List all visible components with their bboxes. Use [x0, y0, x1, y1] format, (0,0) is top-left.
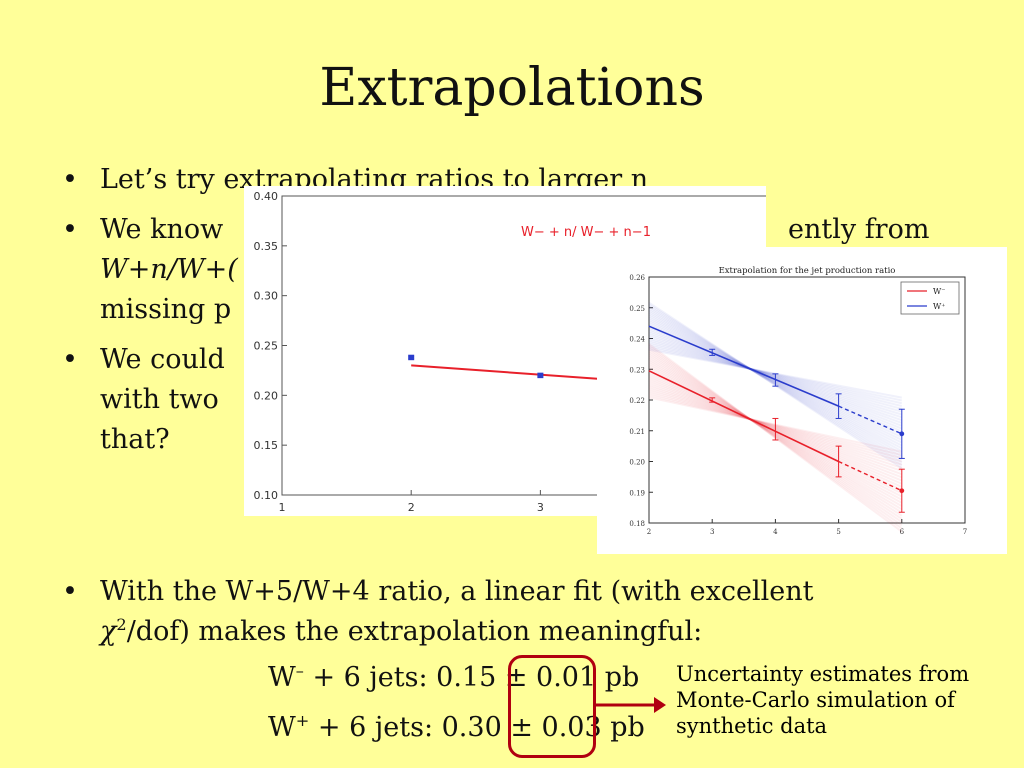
- extrapolation-chart-svg: Extrapolation for the jet production rat…: [629, 266, 967, 536]
- bullet-3: • We could with two that?: [62, 340, 362, 460]
- x-tick-label: 7: [963, 528, 967, 536]
- bullet-dot: •: [62, 214, 78, 245]
- bullet-dot: •: [62, 164, 78, 195]
- y-tick-label: 0.25: [629, 305, 645, 313]
- y-tick-label: 0.20: [629, 459, 645, 467]
- result-w-plus: W+ + 6 jets: 0.30 ± 0.03 pb: [268, 712, 645, 744]
- bullet-2-line-3: missing p: [100, 294, 232, 325]
- note-line-1: Uncertainty estimates from: [676, 662, 970, 686]
- extrapolation-line: [838, 405, 903, 435]
- y-tick-label: 0.19: [629, 489, 645, 497]
- y-tick-label: 0.23: [629, 366, 645, 374]
- w-minus-symbol: W: [268, 662, 296, 693]
- legend-entry: W− + n/ W− + n−1: [521, 225, 651, 240]
- bullet-2-line-1-tail: ently from: [788, 214, 930, 245]
- w-plus-sup: +: [295, 711, 310, 730]
- slide-title: Extrapolations: [319, 58, 705, 118]
- y-tick-label: 0.26: [629, 274, 645, 282]
- extrapolation-line: [838, 460, 903, 492]
- chart-title: Extrapolation for the jet production rat…: [719, 266, 896, 276]
- chi-superscript: 2: [116, 615, 127, 634]
- x-tick-label: 6: [900, 528, 905, 536]
- y-tick-label: 0.10: [254, 489, 279, 502]
- bullet-2-line-2: W+n/W+(: [100, 254, 238, 285]
- legend-entry: W⁻: [933, 287, 945, 296]
- arrow-icon: [596, 697, 666, 713]
- y-tick-label: 0.21: [629, 428, 645, 436]
- note-line-3: synthetic data: [676, 714, 828, 738]
- w-minus-sup: –: [295, 661, 304, 680]
- x-tick-label: 3: [710, 528, 714, 536]
- w-plus-symbol: W: [268, 712, 296, 743]
- w-plus-value: + 6 jets: 0.30 ± 0.03 pb: [309, 712, 645, 743]
- y-tick-label: 0.22: [629, 397, 645, 405]
- x-tick-label: 1: [279, 501, 286, 514]
- bullet-3-line-2: with two: [100, 384, 219, 415]
- data-point: [537, 373, 544, 377]
- bullet-2: • We know ently from W+n/W+( missing p: [62, 210, 942, 330]
- data-point: [408, 355, 415, 359]
- bullet-4-line-2-rest: /dof) makes the extrapolation meaningful…: [126, 616, 703, 647]
- y-tick-label: 0.30: [254, 290, 279, 303]
- y-tick-label: 0.18: [629, 520, 645, 528]
- x-tick-label: 3: [537, 501, 544, 514]
- bullet-dot: •: [62, 344, 78, 375]
- y-tick-label: 0.25: [254, 340, 279, 353]
- extrapolated-point: [899, 488, 905, 494]
- x-tick-label: 4: [773, 528, 778, 536]
- note-line-2: Monte-Carlo simulation of: [676, 688, 955, 712]
- bullet-4: • With the W+5/W+4 ratio, a linear fit (…: [62, 572, 962, 652]
- y-tick-label: 0.40: [254, 190, 279, 203]
- extrapolated-point: [899, 431, 905, 437]
- y-tick-label: 0.20: [254, 389, 279, 402]
- x-tick-label: 2: [647, 528, 651, 536]
- extrapolation-chart: Extrapolation for the jet production rat…: [597, 247, 1007, 554]
- x-tick-label: 2: [408, 501, 415, 514]
- chi-symbol: χ: [100, 616, 117, 647]
- x-tick-label: 5: [836, 528, 840, 536]
- fit-line: [648, 325, 839, 407]
- ratio-chart-svg: 0.400.350.300.250.200.150.101234W− + n/ …: [254, 190, 766, 514]
- fit-line: [648, 370, 839, 463]
- bullet-3-line-1: We could: [100, 344, 225, 375]
- uncertainty-highlight-box: [508, 655, 596, 758]
- legend-entry: W⁺: [933, 302, 945, 311]
- bullet-4-line-2: χ2/dof) makes the extrapolation meaningf…: [100, 612, 702, 652]
- y-tick-label: 0.24: [629, 336, 645, 344]
- bullet-4-line-1: With the W+5/W+4 ratio, a linear fit (wi…: [100, 576, 814, 607]
- legend-box: [900, 281, 960, 315]
- y-tick-label: 0.15: [254, 439, 279, 452]
- y-tick-label: 0.35: [254, 240, 279, 253]
- bullet-2-line-1: We know: [100, 214, 224, 245]
- bullet-3-line-3: that?: [100, 424, 170, 455]
- bullet-dot: •: [62, 576, 78, 607]
- uncertainty-note: Uncertainty estimates from Monte-Carlo s…: [676, 661, 1006, 739]
